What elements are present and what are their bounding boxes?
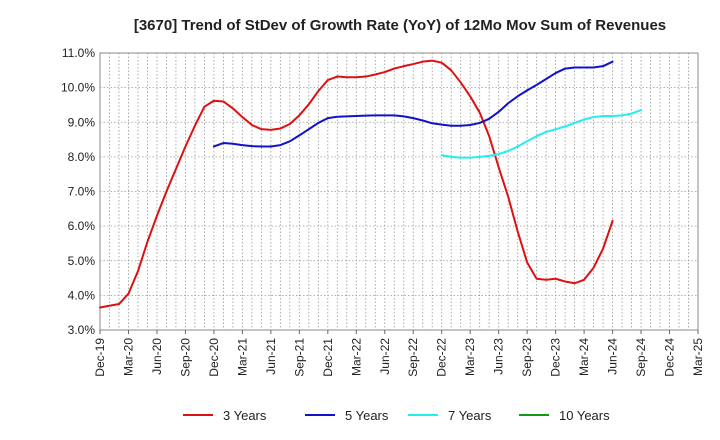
grid [100,53,698,330]
series-line-5-years [212,60,614,148]
y-tick-label: 8.0% [68,150,96,164]
legend-label: 7 Years [448,408,492,423]
y-tick-label: 7.0% [68,185,96,199]
x-tick-label: Sep-23 [520,338,534,377]
y-tick-label: 9.0% [68,115,96,129]
x-tick-label: Jun-22 [378,338,392,375]
x-tick-label: Mar-24 [577,338,591,376]
legend-label: 3 Years [223,408,267,423]
x-tick-label: Dec-22 [435,338,449,377]
x-axis: Dec-19 Mar-20 Jun-20 Sep-20 Dec-20 Mar-21 Jun-… [93,330,705,377]
x-tick-label: Sep-24 [634,338,648,377]
y-axis: 3.0% 4.0% 5.0% 6.0% 7.0% 8.0% 9.0% 10.0% 11.0% [61,46,95,337]
x-tick-label: Dec-20 [207,338,221,377]
x-tick-label: Dec-23 [549,338,563,377]
y-tick-label: 11.0% [62,46,95,60]
x-tick-label: Jun-23 [492,338,506,375]
legend-label: 10 Years [559,408,610,423]
legend: 3 Years 5 Years 7 Years 10 Years [183,408,610,423]
x-tick-label: Mar-25 [691,338,705,376]
series-line-3-years [99,59,614,309]
x-tick-label: Sep-20 [178,338,192,377]
x-tick-label: Mar-22 [349,338,363,376]
y-tick-label: 5.0% [68,254,96,268]
legend-label: 5 Years [345,408,389,423]
y-tick-label: 6.0% [68,219,96,233]
x-tick-label: Jun-24 [606,338,620,375]
chart-title: [3670] Trend of StDev of Growth Rate (Yo… [134,17,666,34]
x-tick-label: Dec-21 [321,338,335,377]
x-tick-label: Jun-21 [264,338,278,375]
x-tick-label: Jun-20 [150,338,164,375]
x-tick-label: Dec-19 [93,338,107,377]
x-tick-label: Sep-22 [406,338,420,377]
x-tick-label: Mar-20 [121,338,135,376]
x-tick-label: Sep-21 [292,338,306,377]
series-layer [99,59,643,309]
y-tick-label: 3.0% [68,323,96,337]
y-tick-label: 10.0% [61,81,95,95]
x-tick-label: Mar-21 [235,338,249,376]
x-tick-label: Dec-24 [663,338,677,377]
y-tick-label: 4.0% [68,288,96,302]
x-tick-label: Mar-23 [463,338,477,376]
series-line-7-years [440,109,643,159]
